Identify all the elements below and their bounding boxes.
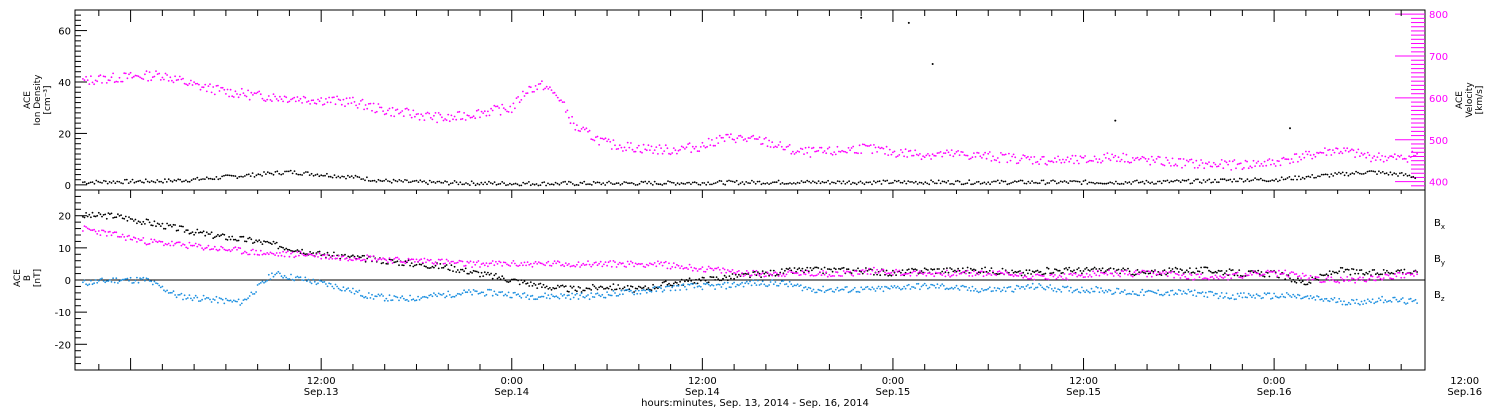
density-axis-title-line: Ion Density (33, 74, 43, 126)
legend-by: By (1434, 254, 1445, 267)
legend-bx: Bx (1434, 218, 1445, 231)
density-spike-point (1114, 119, 1117, 122)
legend-bz-subscript: z (1441, 295, 1445, 303)
density-axis-title-line: [cm⁻³] (43, 85, 53, 114)
density-series (82, 169, 1417, 187)
density-tick-label: 20 (58, 129, 71, 140)
b-axis-title: ACE B [nT] (13, 269, 43, 287)
velocity-tick-label: 500 (1429, 136, 1448, 147)
x-axis: 12:00Sep.130:00Sep.1412:00Sep.140:00Sep.… (98, 10, 1482, 398)
by-series (82, 270, 1418, 306)
velocity-axis-title-line: Velocity (1465, 82, 1475, 118)
b-axis-title-line: [nT] (33, 269, 43, 287)
x-tick-date-label: Sep.13 (304, 387, 339, 398)
x-tick-time-label: 12:00 (1069, 376, 1098, 387)
velocity-series (82, 70, 1418, 171)
legend-by-subscript: y (1441, 259, 1445, 267)
density-tick-label: 40 (58, 78, 71, 89)
x-axis-title: hours:minutes, Sep. 13, 2014 - Sep. 16, … (641, 398, 869, 409)
velocity-tick-label: 600 (1429, 94, 1448, 105)
velocity-tick-label: 700 (1429, 52, 1448, 63)
density-spike-point (907, 21, 910, 24)
density-spike-point (1289, 127, 1291, 130)
x-tick-date-label: Sep.14 (685, 387, 720, 398)
density-tick-label: 0 (65, 181, 71, 192)
x-tick-date-label: Sep.14 (494, 387, 529, 398)
x-tick-time-label: 0:00 (1263, 376, 1285, 387)
density-spike-point (931, 63, 934, 65)
x-tick-date-label: Sep.16 (1447, 387, 1482, 398)
legend-bz: Bz (1434, 290, 1445, 303)
velocity-tick-label: 800 (1429, 10, 1448, 21)
density-axis-title: ACE Ion Density [cm⁻³] (23, 74, 53, 126)
b-tick-label: 20 (58, 212, 71, 223)
density-axis-title-line: ACE (23, 91, 33, 109)
x-tick-time-label: 0:00 (501, 376, 523, 387)
density-spike-point (860, 16, 863, 19)
b-axis-title-line: ACE (13, 269, 23, 287)
velocity-axis-title: ACE Velocity [km/s] (1455, 82, 1485, 118)
x-tick-time-label: 12:00 (1450, 376, 1479, 387)
velocity-axis-title-line: [km/s] (1475, 86, 1485, 115)
top-panel-frame (74, 9, 1426, 191)
density-tick-label: 60 (58, 27, 71, 38)
bz-series (82, 225, 1418, 284)
x-tick-date-label: Sep.15 (876, 387, 911, 398)
x-tick-time-label: 12:00 (307, 376, 336, 387)
velocity-tick-label: 400 (1429, 178, 1448, 189)
legend-bx-subscript: x (1441, 223, 1445, 231)
velocity-axis-title-line: ACE (1455, 91, 1465, 109)
b-tick-label: -10 (55, 308, 71, 319)
b-tick-label: 10 (58, 244, 71, 255)
x-tick-date-label: Sep.16 (1257, 387, 1292, 398)
b-tick-label: 0 (65, 276, 71, 287)
b-tick-label: -20 (55, 340, 71, 351)
b-axis-title-line: B (23, 275, 33, 281)
x-tick-time-label: 12:00 (688, 376, 717, 387)
x-tick-date-label: Sep.15 (1066, 387, 1101, 398)
x-tick-time-label: 0:00 (882, 376, 904, 387)
